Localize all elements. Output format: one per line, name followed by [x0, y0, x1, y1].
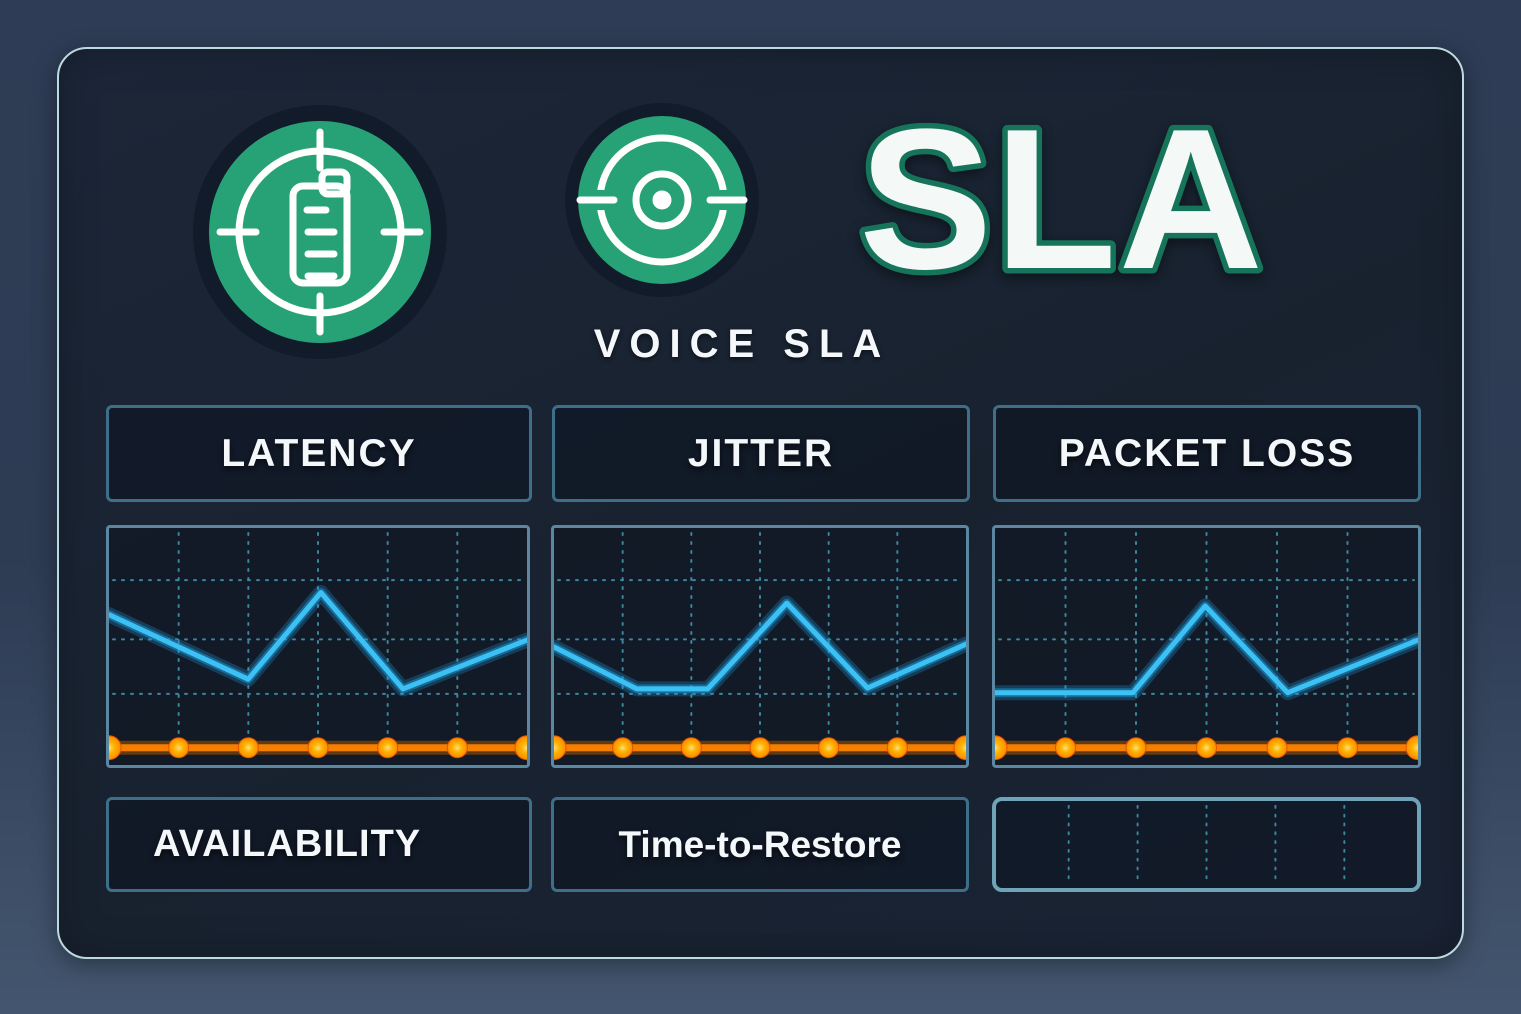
metric-label-box-jitter: JITTER — [552, 405, 970, 502]
gauge-tick-marks — [216, 128, 424, 336]
jitter-chart — [554, 532, 966, 761]
target-dial-icon — [565, 103, 759, 297]
sla-infographic-panel: SLA VOICE SLA LATENCY JITTER PACKET LOSS… — [57, 47, 1464, 959]
packet-loss-chart-panel — [992, 525, 1421, 768]
empty-grid — [1067, 804, 1346, 883]
availability-label: AVAILABILITY — [153, 823, 422, 865]
packet-loss-label: PACKET LOSS — [1058, 431, 1356, 475]
jitter-chart-panel — [551, 525, 969, 768]
metric-label-box-time-to-restore: Time-to-Restore — [551, 797, 969, 892]
jitter-label: JITTER — [687, 431, 835, 475]
latency-chart — [109, 532, 527, 761]
empty-grid-box — [992, 797, 1421, 892]
voice-sla-subtitle: VOICE SLA — [593, 321, 891, 366]
metric-label-box-packet-loss: PACKET LOSS — [993, 405, 1421, 502]
gauge-clipboard-icon — [193, 105, 447, 359]
clipboard-glyph — [289, 168, 351, 287]
metric-label-box-latency: LATENCY — [106, 405, 532, 502]
time-to-restore-label: Time-to-Restore — [618, 823, 902, 865]
latency-label: LATENCY — [221, 431, 417, 475]
sla-title: SLA — [854, 83, 1269, 313]
latency-chart-panel — [106, 525, 530, 768]
sla-title-text: SLA — [859, 88, 1265, 311]
packet-loss-chart — [995, 532, 1418, 761]
metric-label-box-availability: AVAILABILITY — [106, 797, 532, 892]
